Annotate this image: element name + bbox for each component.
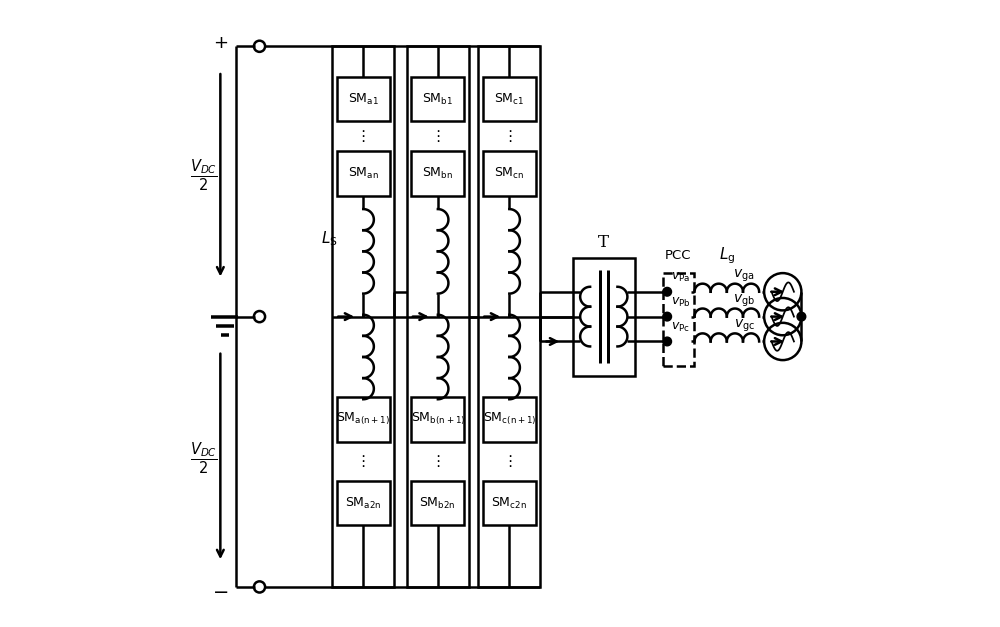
Text: $\dfrac{V_{DC}}{2}$: $\dfrac{V_{DC}}{2}$ — [190, 157, 217, 193]
Bar — [483, 151, 536, 196]
Text: $\dfrac{V_{DC}}{2}$: $\dfrac{V_{DC}}{2}$ — [190, 440, 217, 476]
Text: $+$: $+$ — [213, 34, 228, 52]
Text: $v_{\rm Pb}$: $v_{\rm Pb}$ — [671, 296, 691, 309]
Bar — [411, 151, 464, 196]
Circle shape — [663, 287, 672, 296]
Bar — [573, 258, 635, 376]
Bar — [337, 481, 390, 525]
Text: ⋮: ⋮ — [502, 453, 517, 468]
Bar — [483, 481, 536, 525]
Bar — [411, 481, 464, 525]
Text: $v_{\rm Pc}$: $v_{\rm Pc}$ — [671, 321, 690, 334]
Text: ⋮: ⋮ — [502, 129, 517, 144]
Text: $\rm SM_{b(n+1)}$: $\rm SM_{b(n+1)}$ — [411, 411, 465, 428]
Text: T: T — [598, 233, 609, 251]
Text: $\rm SM_{c1}$: $\rm SM_{c1}$ — [494, 92, 525, 107]
Bar — [483, 76, 536, 122]
Text: $\rm SM_{a2n}$: $\rm SM_{a2n}$ — [345, 495, 382, 510]
Bar — [337, 151, 390, 196]
Text: $L_{\rm S}$: $L_{\rm S}$ — [321, 229, 337, 248]
Text: $v_{\rm gc}$: $v_{\rm gc}$ — [734, 318, 755, 334]
Bar — [407, 46, 469, 587]
Bar — [411, 397, 464, 441]
Text: $\rm SM_{an}$: $\rm SM_{an}$ — [348, 166, 379, 181]
Text: $\rm SM_{b2n}$: $\rm SM_{b2n}$ — [419, 495, 456, 510]
Text: $v_{\rm ga}$: $v_{\rm ga}$ — [733, 268, 755, 284]
Text: ⋮: ⋮ — [430, 453, 445, 468]
Bar — [332, 46, 394, 587]
Text: ⋮: ⋮ — [356, 129, 371, 144]
Circle shape — [663, 337, 672, 346]
Text: $\rm SM_{a1}$: $\rm SM_{a1}$ — [348, 92, 379, 107]
Text: $\rm SM_{cn}$: $\rm SM_{cn}$ — [494, 166, 525, 181]
Bar — [337, 76, 390, 122]
Circle shape — [797, 312, 806, 321]
Text: ⋮: ⋮ — [356, 453, 371, 468]
Text: $\rm SM_{c(n+1)}$: $\rm SM_{c(n+1)}$ — [483, 411, 536, 428]
Text: $\rm SM_{b1}$: $\rm SM_{b1}$ — [422, 92, 453, 107]
Text: $\rm SM_{c2n}$: $\rm SM_{c2n}$ — [491, 495, 527, 510]
Bar — [663, 273, 694, 366]
Bar — [478, 46, 540, 587]
Circle shape — [663, 312, 672, 321]
Text: PCC: PCC — [665, 249, 692, 262]
Bar — [411, 76, 464, 122]
Text: $\rm SM_{bn}$: $\rm SM_{bn}$ — [422, 166, 453, 181]
Text: $-$: $-$ — [212, 581, 228, 599]
Bar — [483, 397, 536, 441]
Text: $\rm SM_{a(n+1)}$: $\rm SM_{a(n+1)}$ — [336, 411, 390, 428]
Bar — [337, 397, 390, 441]
Text: ⋮: ⋮ — [430, 129, 445, 144]
Text: $v_{\rm gb}$: $v_{\rm gb}$ — [733, 293, 755, 309]
Text: $v_{\rm Pa}$: $v_{\rm Pa}$ — [671, 271, 690, 284]
Text: $L_{\rm g}$: $L_{\rm g}$ — [719, 245, 735, 266]
